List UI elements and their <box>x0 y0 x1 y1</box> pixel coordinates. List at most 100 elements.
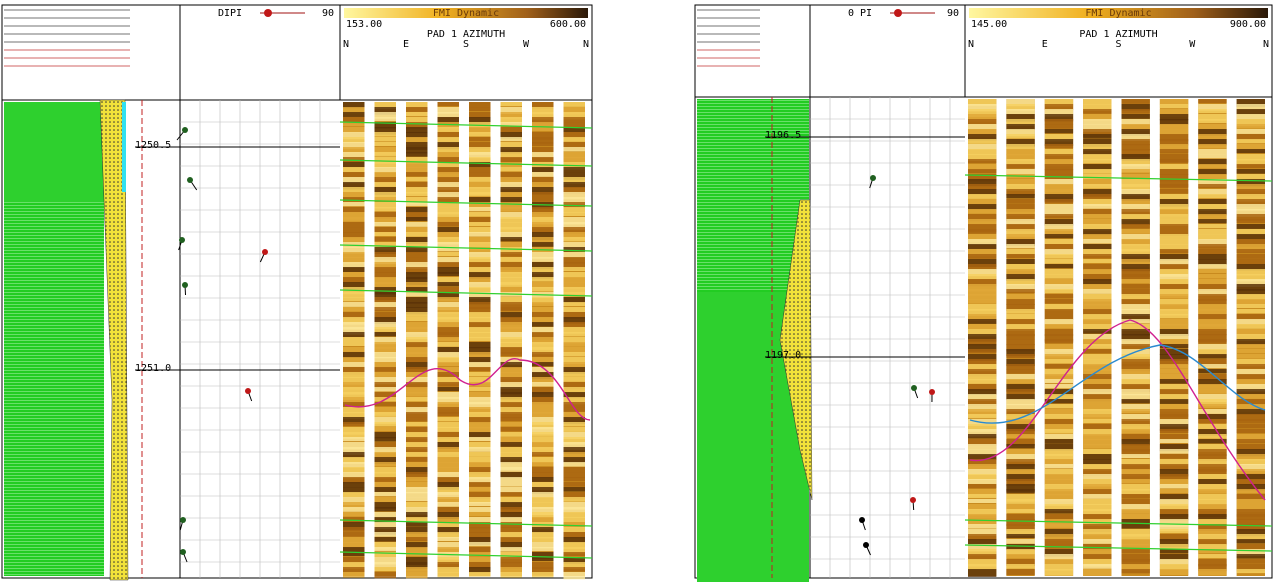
image-texture <box>1237 139 1265 143</box>
image-texture <box>564 552 586 556</box>
image-texture <box>564 272 586 278</box>
image-texture <box>1237 429 1265 433</box>
image-texture <box>564 527 586 532</box>
image-texture <box>501 207 523 212</box>
image-texture <box>501 572 523 578</box>
image-texture <box>375 492 397 496</box>
image-texture <box>1083 254 1111 258</box>
image-texture <box>501 492 523 496</box>
image-texture <box>343 262 365 268</box>
image-texture <box>1006 109 1034 114</box>
image-texture <box>1237 369 1265 375</box>
image-texture <box>469 112 491 118</box>
image-texture <box>1045 409 1073 415</box>
image-texture <box>1006 469 1034 475</box>
image-texture <box>343 362 365 367</box>
image-texture <box>438 567 460 573</box>
image-texture <box>1045 524 1073 528</box>
image-texture <box>438 212 460 217</box>
image-title: FMI Dynamic <box>1085 8 1151 19</box>
image-texture <box>1045 384 1073 388</box>
image-texture <box>1006 234 1034 239</box>
image-texture <box>343 467 365 473</box>
image-texture <box>406 392 428 397</box>
image-texture <box>469 482 491 487</box>
image-texture <box>501 432 523 437</box>
image-texture <box>564 117 586 122</box>
image-texture <box>532 412 554 417</box>
image-texture <box>532 547 554 551</box>
image-texture <box>406 102 428 107</box>
image-texture <box>406 437 428 443</box>
image-texture <box>1237 554 1265 559</box>
image-texture <box>564 302 586 306</box>
image-texture <box>1083 169 1111 174</box>
image-texture <box>469 412 491 417</box>
image-texture <box>1083 234 1111 240</box>
image-texture <box>406 452 428 457</box>
image-texture <box>968 274 996 279</box>
image-texture <box>1237 339 1265 345</box>
image-texture <box>532 517 554 523</box>
image-texture <box>1045 204 1073 209</box>
image-texture <box>1237 314 1265 320</box>
image-texture <box>1045 234 1073 238</box>
image-texture <box>1237 559 1265 564</box>
image-texture <box>564 487 586 492</box>
image-texture <box>1160 99 1188 105</box>
image-texture <box>1198 409 1226 414</box>
image-texture <box>532 227 554 233</box>
image-texture <box>1237 304 1265 308</box>
image-texture <box>375 497 397 503</box>
image-texture <box>1237 469 1265 474</box>
image-texture <box>564 467 586 472</box>
image-texture <box>1006 379 1034 384</box>
image-texture <box>343 297 365 301</box>
image-texture <box>375 547 397 551</box>
image-texture <box>1122 234 1150 240</box>
image-texture <box>501 427 523 431</box>
image-texture <box>469 172 491 177</box>
image-texture <box>1122 99 1150 104</box>
azimuth-tick: N <box>968 39 974 50</box>
image-texture <box>1160 529 1188 533</box>
dip-symbol <box>894 9 902 17</box>
image-texture <box>343 207 365 212</box>
image-texture <box>532 242 554 247</box>
image-texture <box>1045 439 1073 444</box>
image-texture <box>406 182 428 187</box>
image-texture <box>968 499 996 503</box>
image-texture <box>1122 294 1150 300</box>
image-texture <box>469 487 491 491</box>
image-texture <box>532 157 554 162</box>
image-texture <box>1045 274 1073 279</box>
image-texture <box>1006 354 1034 358</box>
image-texture <box>375 387 397 391</box>
image-texture <box>1198 279 1226 284</box>
image-texture <box>469 447 491 452</box>
image-texture <box>1045 119 1073 124</box>
image-texture <box>406 537 428 541</box>
image-texture <box>1160 164 1188 169</box>
image-texture <box>1006 549 1034 555</box>
image-texture <box>564 387 586 393</box>
image-texture <box>375 572 397 578</box>
image-texture <box>438 147 460 152</box>
image-texture <box>1237 444 1265 450</box>
image-texture <box>1006 374 1034 380</box>
image-texture <box>343 202 365 206</box>
image-texture <box>1160 189 1188 194</box>
image-texture <box>1198 569 1226 576</box>
image-texture <box>1198 499 1226 505</box>
image-texture <box>1122 569 1150 573</box>
image-texture <box>1006 369 1034 374</box>
image-texture <box>1122 169 1150 173</box>
image-texture <box>1045 254 1073 259</box>
image-texture <box>968 434 996 439</box>
image-texture <box>968 479 996 484</box>
image-texture <box>469 437 491 441</box>
image-texture <box>1237 259 1265 264</box>
image-texture <box>1237 109 1265 114</box>
image-texture <box>1083 259 1111 263</box>
image-texture <box>1160 264 1188 270</box>
